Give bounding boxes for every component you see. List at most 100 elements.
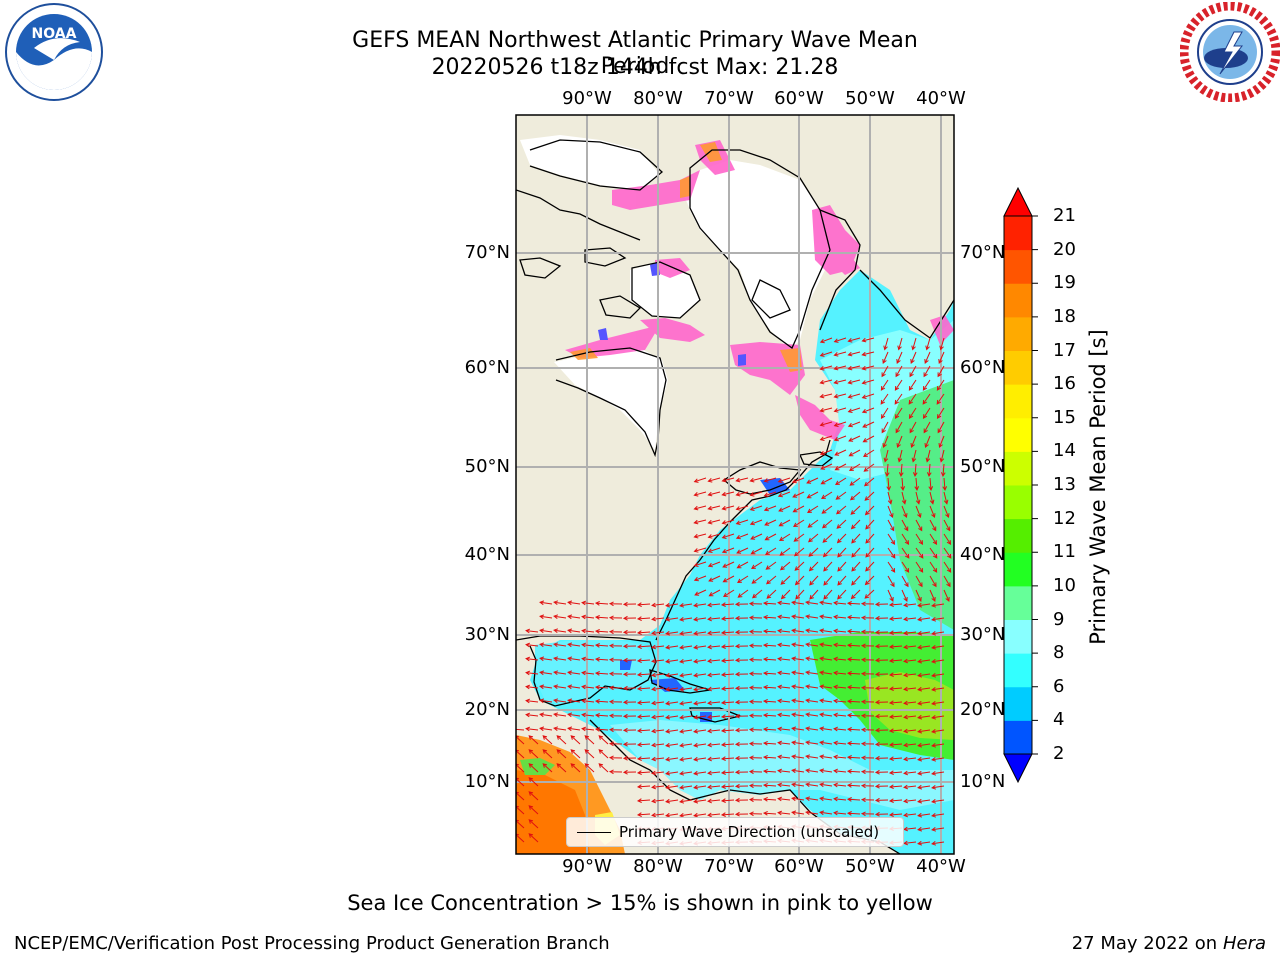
wave-vector (847, 351, 861, 357)
wave-vector (819, 435, 833, 441)
wave-vector (748, 629, 763, 635)
wave-vector (882, 351, 889, 364)
wave-vector (777, 726, 791, 732)
wave-vector (539, 642, 553, 648)
wave-vector (942, 477, 948, 492)
wave-vector (943, 575, 951, 588)
wave-vector (874, 769, 889, 775)
lon-label-top-90w: 90°W (562, 88, 612, 109)
wave-vector (903, 756, 917, 762)
wave-vector (888, 770, 903, 776)
lon-label-top-40w: 40°W (916, 88, 966, 109)
wave-vector (679, 603, 693, 608)
wave-vector (823, 561, 833, 572)
wave-vector (762, 712, 777, 718)
wave-vector (862, 435, 875, 443)
wave-vector (849, 491, 861, 501)
wave-vector (581, 684, 595, 690)
wave-vector (553, 670, 567, 675)
wave-vector (665, 770, 679, 776)
wave-vector (833, 726, 847, 732)
wave-vector (917, 826, 931, 832)
wave-vector (737, 589, 749, 598)
colorbar (1003, 186, 1038, 784)
wave-vector (693, 784, 707, 790)
wave-vector (882, 435, 889, 449)
wave-vector (651, 742, 665, 748)
lat-label-left-10n: 10°N (464, 771, 510, 792)
wave-vector (721, 519, 735, 525)
wave-vector (748, 643, 763, 649)
wave-vector (794, 561, 805, 571)
wave-vector (528, 735, 539, 745)
lat-label-right-20n: 20°N (960, 699, 1006, 720)
wave-vector (938, 435, 945, 449)
wave-vector (651, 798, 665, 804)
wave-vector (793, 533, 805, 542)
wave-vector (581, 600, 595, 606)
wave-vector (679, 645, 693, 650)
wave-vector (903, 686, 917, 692)
colorbar-tick-label: 2 (1053, 743, 1065, 764)
wave-vector (608, 615, 623, 621)
colorbar-tick-label: 16 (1053, 373, 1076, 395)
lon-label-top-60w: 60°W (774, 88, 824, 109)
wave-vector (792, 505, 805, 513)
footer-date-text: 27 May 2022 on (1071, 933, 1218, 954)
wave-vector (865, 561, 875, 572)
wave-vector (833, 365, 847, 371)
wave-vector (721, 491, 735, 497)
wave-vector (693, 686, 707, 692)
wave-vector (888, 672, 903, 678)
wave-vector (762, 768, 777, 774)
wave-vector (923, 365, 931, 378)
wave-vector (693, 700, 707, 706)
wave-vector (917, 686, 931, 692)
lat-label-right-10n: 10°N (960, 771, 1006, 792)
wave-vector (846, 713, 861, 718)
wave-vector (833, 782, 847, 788)
wave-vector (636, 658, 651, 664)
wave-vector (553, 698, 567, 703)
wave-vector (835, 505, 847, 515)
wave-vector (722, 575, 735, 583)
wave-vector (805, 698, 819, 703)
wave-vector (791, 698, 805, 704)
wave-vector (779, 533, 791, 541)
wave-vector (793, 547, 805, 557)
wave-vector (720, 784, 735, 789)
wave-vector (622, 671, 637, 677)
wave-vector (888, 728, 903, 734)
wave-vector (665, 644, 679, 650)
wave-vector (720, 714, 735, 719)
lat-label-left-70n: 70°N (464, 242, 510, 263)
wave-vector (749, 519, 763, 526)
wave-vector (925, 337, 931, 351)
pacific-green-patch (520, 758, 555, 775)
wave-vector (539, 712, 553, 718)
wave-vector (846, 797, 861, 802)
wave-vector (720, 602, 735, 607)
wave-vector (805, 684, 819, 689)
wave-vector (860, 699, 875, 705)
wave-vector (707, 547, 721, 553)
wave-vector (539, 600, 553, 606)
wave-vector (943, 519, 951, 532)
wave-vector (915, 589, 922, 602)
wave-vector (748, 713, 763, 719)
wave-vector (903, 630, 917, 636)
wave-vector (734, 615, 749, 621)
wave-vector (750, 547, 763, 555)
wave-vector (791, 477, 805, 484)
wave-vector (720, 798, 735, 803)
wave-vector (679, 701, 693, 706)
wave-vector (819, 393, 833, 399)
wave-vector (864, 589, 875, 599)
wave-vector (874, 797, 889, 803)
wave-vector (721, 547, 735, 554)
wave-vector (911, 337, 917, 351)
colorbar-tick-label: 9 (1053, 608, 1065, 630)
wave-vector (734, 741, 749, 747)
colorbar-under-arrow (1003, 753, 1033, 784)
wave-vector (542, 749, 553, 759)
